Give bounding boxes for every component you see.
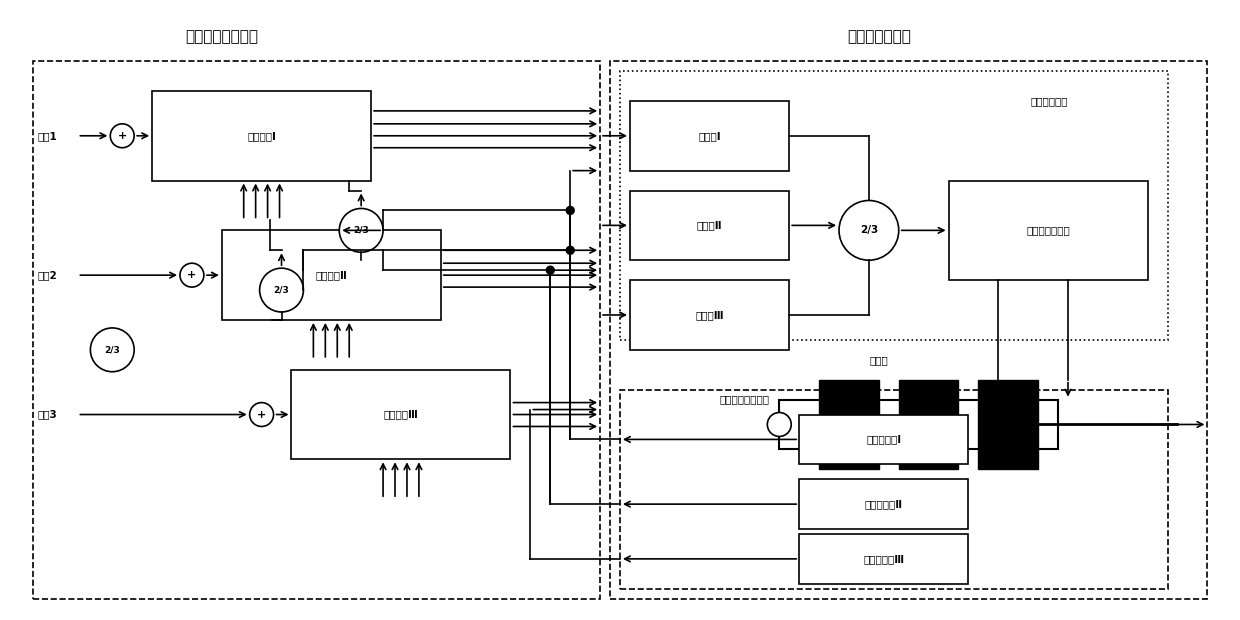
Text: 2/3: 2/3 <box>353 226 370 235</box>
Text: 2/3: 2/3 <box>104 345 120 354</box>
Text: 前置级Ⅲ: 前置级Ⅲ <box>696 310 724 320</box>
Bar <box>153 91 371 180</box>
Circle shape <box>839 200 899 260</box>
Circle shape <box>567 246 574 254</box>
Text: 位移传感器Ⅱ: 位移传感器Ⅱ <box>864 499 903 509</box>
Bar <box>800 479 968 529</box>
Bar <box>610 61 1208 599</box>
Bar <box>949 180 1148 280</box>
Text: 位移传感器Ⅲ: 位移传感器Ⅲ <box>863 554 904 564</box>
Text: 三余度伺服机构: 三余度伺服机构 <box>847 29 910 44</box>
Circle shape <box>768 412 791 436</box>
Text: 前置级I: 前置级I <box>698 131 720 141</box>
Circle shape <box>91 328 134 372</box>
Bar <box>978 379 1038 469</box>
Bar <box>630 190 789 260</box>
Text: 位移传感器I: 位移传感器I <box>867 435 901 445</box>
Text: 2/3: 2/3 <box>859 225 878 236</box>
Bar <box>630 101 789 170</box>
Bar <box>820 379 879 469</box>
Text: 子控制器Ⅱ: 子控制器Ⅱ <box>315 270 347 280</box>
Bar <box>779 400 1058 450</box>
Bar <box>800 415 968 464</box>
Text: 功率级四通滑阀: 功率级四通滑阀 <box>1027 225 1070 236</box>
Text: +: + <box>118 131 126 141</box>
Circle shape <box>340 208 383 252</box>
Circle shape <box>259 268 304 312</box>
Bar <box>899 379 959 469</box>
Text: 2/3: 2/3 <box>274 286 289 294</box>
Bar <box>630 280 789 350</box>
Text: 三余度位移传感器: 三余度位移传感器 <box>719 394 770 405</box>
Text: 子控制器I: 子控制器I <box>247 131 277 141</box>
Bar <box>620 71 1168 340</box>
Text: 指令2: 指令2 <box>37 270 57 280</box>
Bar <box>32 61 600 599</box>
Bar <box>620 389 1168 589</box>
Circle shape <box>249 402 274 427</box>
Text: 指令3: 指令3 <box>37 410 57 420</box>
Text: 指令1: 指令1 <box>37 131 57 141</box>
Circle shape <box>110 124 134 148</box>
Text: 三余度伺服阀: 三余度伺服阀 <box>1030 96 1068 106</box>
Text: 前置级Ⅱ: 前置级Ⅱ <box>697 220 723 231</box>
Circle shape <box>180 264 203 287</box>
Circle shape <box>547 266 554 274</box>
Text: 子控制器Ⅲ: 子控制器Ⅲ <box>383 410 418 420</box>
Text: 作动器: 作动器 <box>869 355 888 365</box>
Bar <box>800 534 968 584</box>
Bar <box>222 231 440 320</box>
Bar <box>291 370 511 459</box>
Circle shape <box>567 206 574 215</box>
Text: +: + <box>257 410 267 420</box>
Text: +: + <box>187 270 197 280</box>
Text: 三余度伺服控制器: 三余度伺服控制器 <box>185 29 258 44</box>
